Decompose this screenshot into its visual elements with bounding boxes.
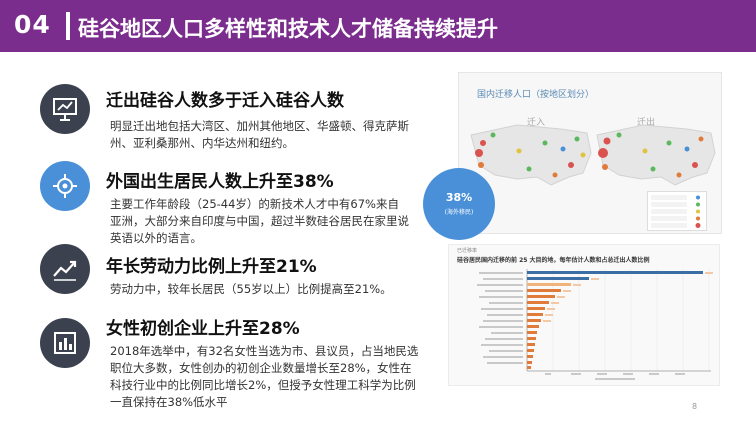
badge-value: 38% <box>445 191 473 204</box>
point-2-heading: 外国出生居民人数上升至38% <box>106 172 334 192</box>
map-dots <box>475 132 704 178</box>
page-title: 硅谷地区人口多样性和技术人才储备持续提升 <box>78 17 498 41</box>
trend-line-icon <box>40 244 90 294</box>
overseas-immigrant-badge: 38% (海外移民) <box>423 168 495 240</box>
destination-chart-figure: 已迁移率 硅谷居民国内迁移的前 25 大目的地，每年估计人数和占总迁出人数比例 <box>448 244 720 386</box>
point-3-heading: 年长劳动力比例上升至21% <box>106 257 317 277</box>
point-4-heading: 女性初创企业上升至28% <box>106 319 300 339</box>
bar-chart-icon <box>40 318 90 368</box>
point-4-body: 2018年选举中，有32名女性当选为市、县议员，占当地民选职位大多数，女性创办的… <box>110 344 419 409</box>
presentation-chart-icon <box>40 84 90 134</box>
chart-bars <box>527 271 703 369</box>
brain-chip-icon <box>40 161 90 211</box>
point-1-body: 明显迁出地包括大湾区、加州其他地区、华盛顿、得克萨斯州、亚利桑那州、内华达州和纽… <box>110 119 409 150</box>
chart-graphic <box>477 269 713 380</box>
title-divider <box>66 12 70 40</box>
map-title: 国内迁移人口（按地区划分） <box>477 90 595 100</box>
point-2-body: 主要工作年龄段（25-44岁）的新技术人才中有67%来自亚洲，大部分来自印度与中… <box>110 197 409 245</box>
map-legend <box>647 191 707 231</box>
chart-caption: 已迁移率 <box>457 248 478 254</box>
point-1-heading: 迁出硅谷人数多于迁入硅谷人数 <box>106 91 344 111</box>
title-bar: 04 硅谷地区人口多样性和技术人才储备持续提升 <box>0 0 756 52</box>
chart-title: 硅谷居民国内迁移的前 25 大目的地，每年估计人数和占总迁出人数比例 <box>457 257 650 264</box>
migration-map-figure: 国内迁移人口（按地区划分） 迁入 迁出 <box>458 72 722 234</box>
section-number: 04 <box>14 10 51 39</box>
point-3-body: 劳动力中，较年长居民（55岁以上）比例提高至21%。 <box>110 282 392 296</box>
map-inflow-label: 迁入 <box>527 118 546 128</box>
us-maps <box>470 124 716 186</box>
badge-label: (海外移民) <box>444 209 474 216</box>
map-outflow-label: 迁出 <box>637 118 656 128</box>
page-number: 8 <box>692 402 698 411</box>
